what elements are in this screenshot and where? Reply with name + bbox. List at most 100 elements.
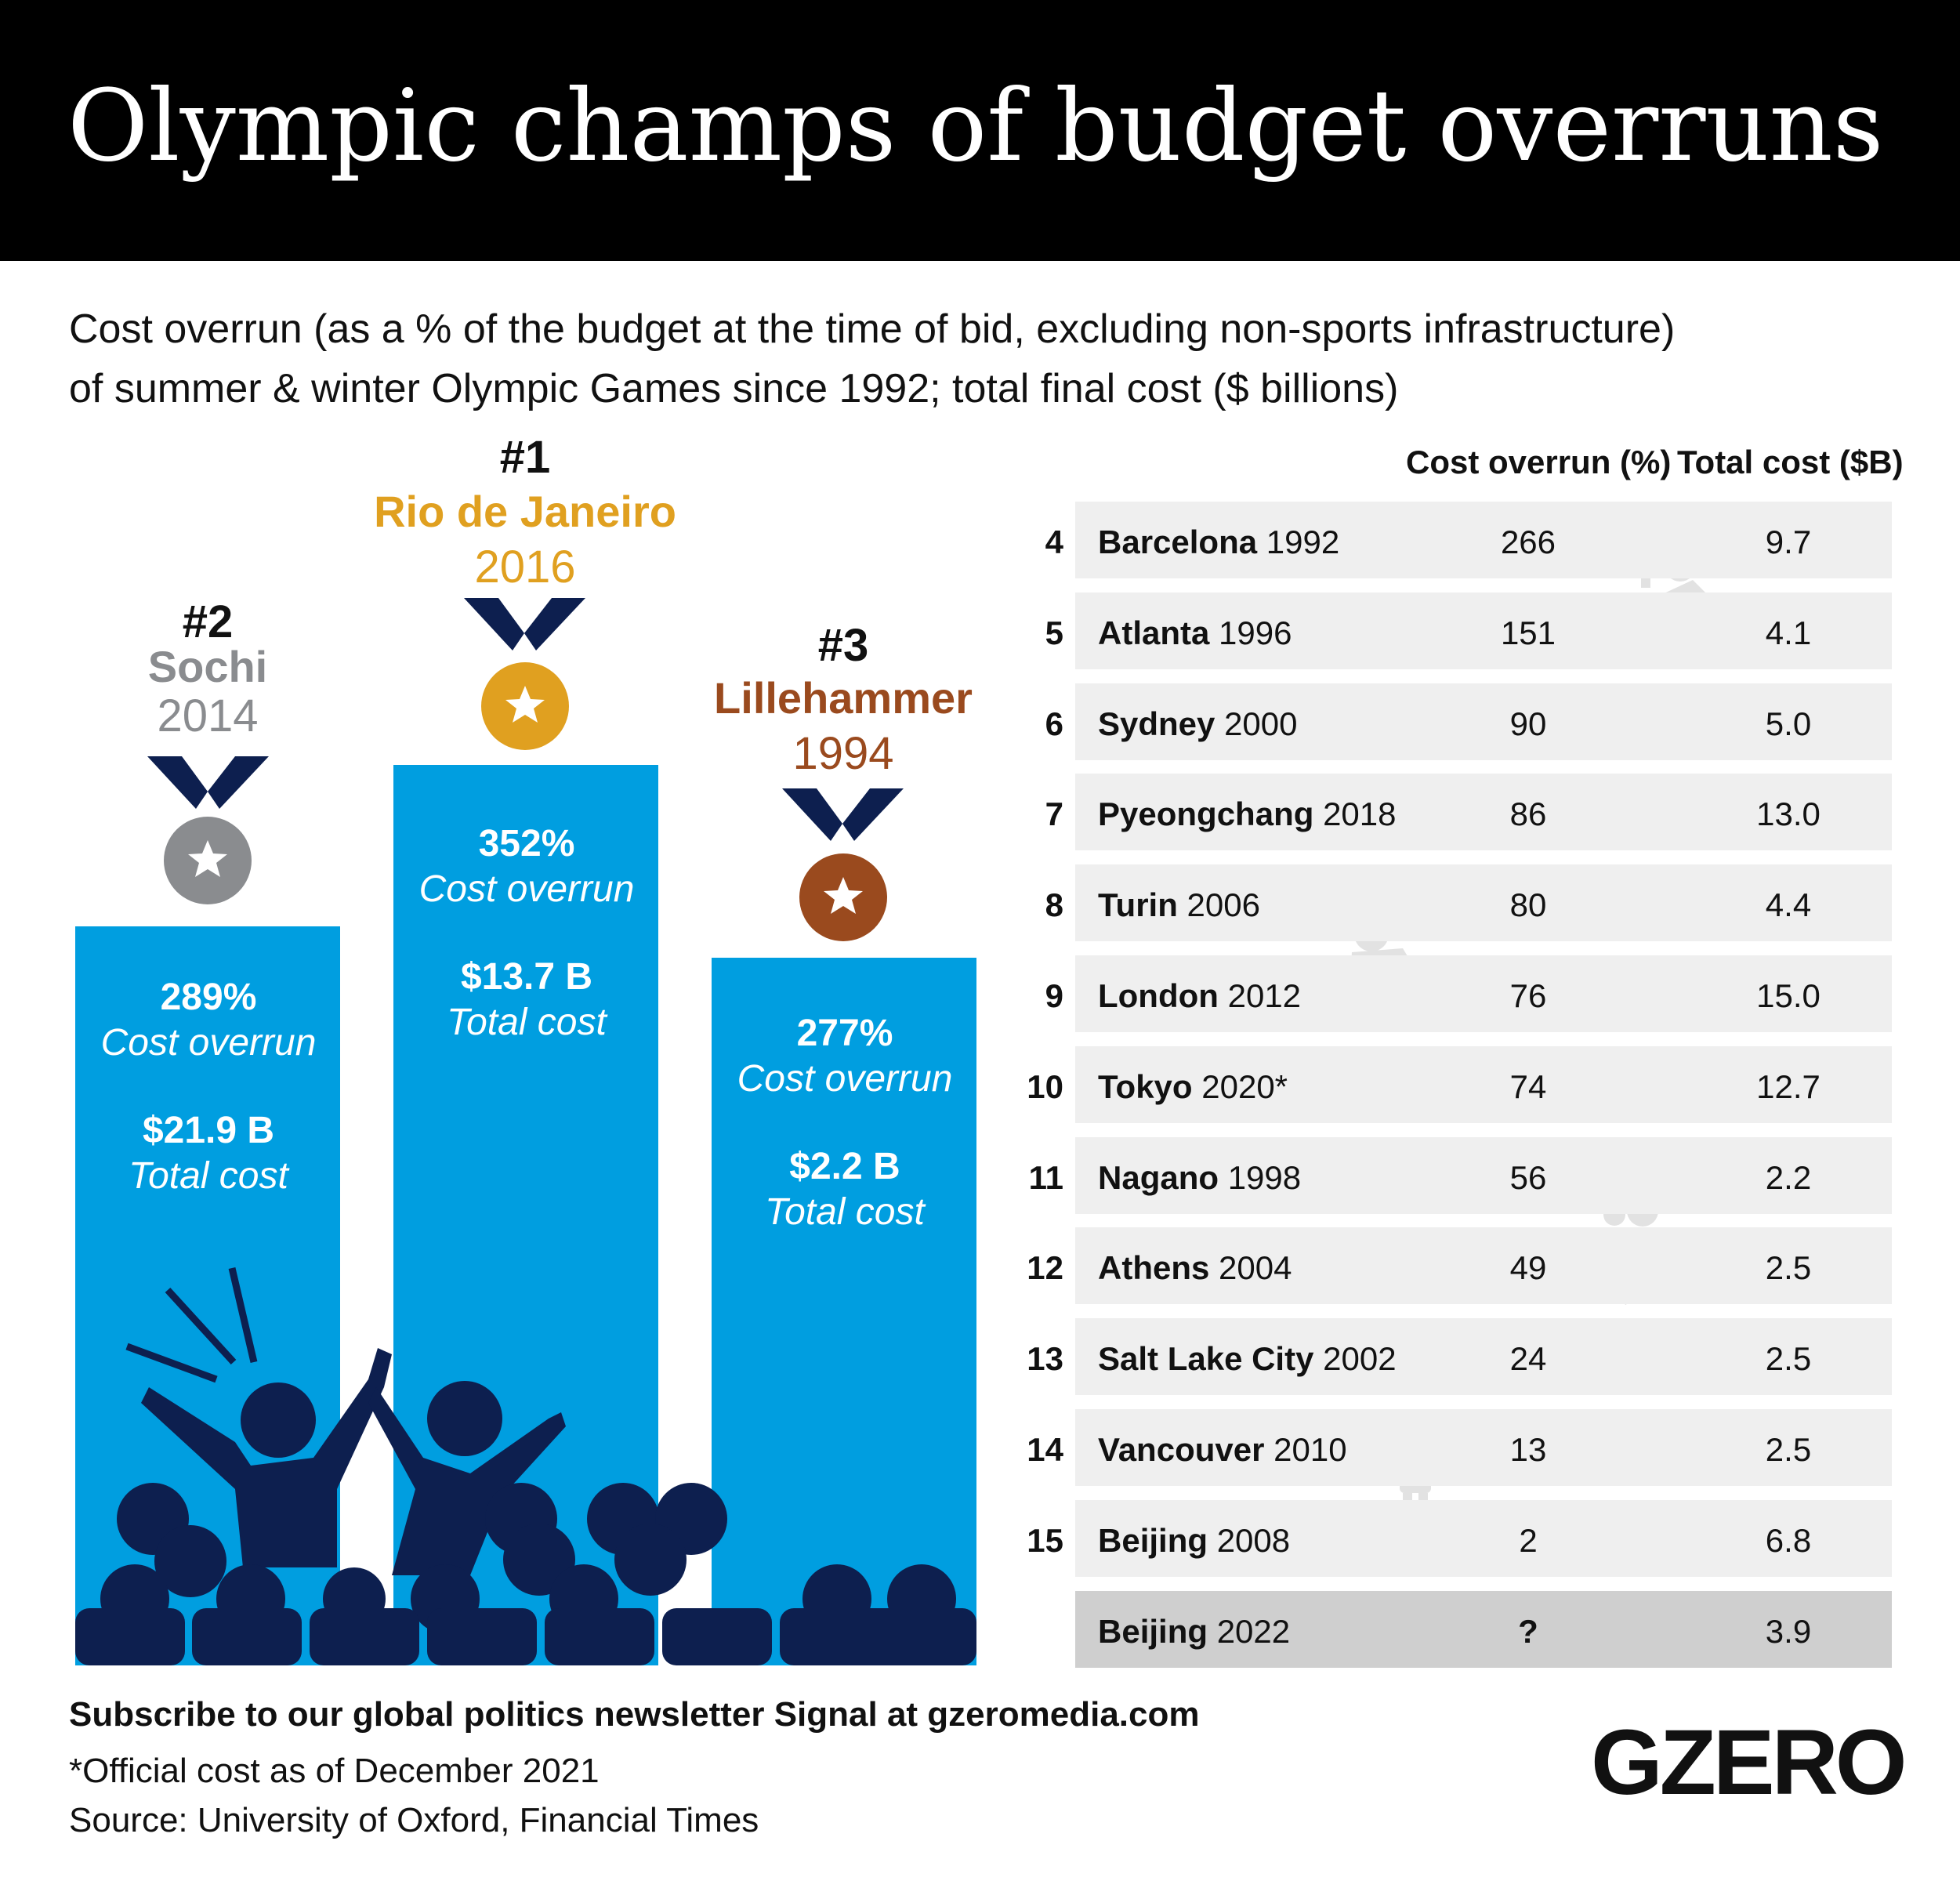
row-year: 2000 — [1224, 705, 1298, 742]
podium-city-rio: Rio de Janeiro — [374, 487, 676, 536]
podium-year-rio: 2016 — [474, 542, 576, 592]
podium-overrun-label-rio: Cost overrun — [418, 868, 635, 910]
podium-bar-text-lillehammer: 277% Cost overrun $2.2 B Total cost — [712, 1011, 978, 1235]
row-total-cost: 12.7 — [1756, 1068, 1821, 1105]
row-year: 2012 — [1227, 977, 1302, 1014]
row-games: Turin 2006 — [1098, 886, 1260, 924]
row-total-cost: 3.9 — [1765, 1613, 1812, 1650]
podium-rank-3: #3 — [817, 620, 869, 671]
row-overrun: 90 — [1509, 705, 1547, 742]
row-year: 2006 — [1187, 886, 1260, 923]
row-rank: 10 — [1027, 1068, 1063, 1105]
row-year: 2022 — [1216, 1613, 1291, 1650]
row-year: 1992 — [1266, 524, 1340, 560]
row-year: 1998 — [1227, 1159, 1302, 1196]
gzero-logo: GZERO — [1591, 1711, 1907, 1814]
row-total-cost: 2.5 — [1765, 1249, 1812, 1286]
row-games: Barcelona 1992 — [1098, 524, 1339, 561]
table-header-cost: Total cost ($B) — [1677, 444, 1904, 480]
row-rank: 9 — [1045, 977, 1063, 1014]
table-row — [1075, 955, 1892, 1032]
table-row — [1075, 1227, 1892, 1304]
podium-cost-label-rio: Total cost — [447, 1002, 607, 1043]
table-row — [1075, 1591, 1892, 1668]
podium-cost-label-lillehammer: Total cost — [765, 1191, 925, 1233]
row-overrun: 151 — [1500, 614, 1556, 651]
subtitle-line-2: of summer & winter Olympic Games since 1… — [69, 366, 1399, 411]
podium-city-lillehammer: Lillehammer — [714, 673, 973, 723]
row-overrun: 80 — [1509, 886, 1547, 923]
row-rank: 12 — [1027, 1249, 1063, 1286]
gold-medal-icon — [464, 598, 585, 750]
row-city: Salt Lake City — [1098, 1340, 1314, 1377]
podium-rank-1: #1 — [499, 432, 551, 483]
row-rank: 7 — [1045, 795, 1063, 832]
row-rank: 14 — [1027, 1431, 1063, 1468]
row-overrun: 74 — [1509, 1068, 1547, 1105]
row-overrun: 86 — [1509, 795, 1547, 832]
row-total-cost: 2.5 — [1765, 1340, 1812, 1377]
podium-cost-label-sochi: Total cost — [129, 1155, 288, 1197]
row-city: Barcelona — [1098, 524, 1258, 560]
row-city: Atlanta — [1098, 614, 1210, 651]
row-total-cost: 2.5 — [1765, 1431, 1812, 1468]
row-overrun: 266 — [1500, 524, 1556, 560]
row-total-cost: 4.4 — [1765, 886, 1812, 923]
podium-rank-2: #2 — [182, 596, 234, 647]
table-row — [1075, 502, 1892, 578]
row-city: Vancouver — [1098, 1431, 1265, 1468]
podium-city-sochi: Sochi — [147, 642, 268, 691]
podium-overrun-sochi: 289% — [160, 977, 257, 1018]
row-overrun: 76 — [1509, 977, 1547, 1014]
row-rank: 15 — [1027, 1522, 1063, 1559]
row-overrun: 24 — [1509, 1340, 1547, 1377]
row-year: 2008 — [1216, 1522, 1291, 1559]
footnote: *Official cost as of December 2021 — [69, 1752, 600, 1790]
row-year: 2018 — [1323, 795, 1397, 832]
podium-overrun-label-sochi: Cost overrun — [100, 1022, 317, 1064]
row-games: Atlanta 1996 — [1098, 614, 1292, 652]
row-total-cost: 9.7 — [1765, 524, 1812, 560]
row-overrun: 56 — [1509, 1159, 1547, 1196]
row-city: Beijing — [1098, 1613, 1208, 1650]
bronze-medal-icon — [782, 788, 904, 941]
row-city: Turin — [1098, 886, 1178, 923]
row-city: Sydney — [1098, 705, 1215, 742]
star-icon — [824, 877, 863, 914]
row-year: 2010 — [1273, 1431, 1347, 1468]
podium-cost-lillehammer: $2.2 B — [789, 1146, 900, 1187]
table-row — [1075, 592, 1892, 669]
row-total-cost: 5.0 — [1765, 705, 1812, 742]
row-city: Nagano — [1098, 1159, 1219, 1196]
row-rank: 6 — [1045, 705, 1063, 742]
row-city: Pyeongchang — [1098, 795, 1314, 832]
podium-overrun-label-lillehammer: Cost overrun — [737, 1058, 953, 1100]
row-overrun: 2 — [1519, 1522, 1538, 1559]
table-row — [1075, 1409, 1892, 1486]
row-overrun: 13 — [1509, 1431, 1547, 1468]
row-total-cost: 2.2 — [1765, 1159, 1812, 1196]
row-games: Sydney 2000 — [1098, 705, 1298, 743]
row-rank: 11 — [1028, 1159, 1063, 1196]
row-games: London 2012 — [1098, 977, 1301, 1015]
table-row — [1075, 864, 1892, 941]
row-overrun: ? — [1518, 1613, 1538, 1650]
row-rank: 8 — [1045, 886, 1063, 923]
podium-cost-rio: $13.7 B — [460, 956, 593, 998]
podium-overrun-lillehammer: 277% — [796, 1013, 893, 1054]
row-games: Salt Lake City 2002 — [1098, 1340, 1397, 1378]
table-row — [1075, 1500, 1892, 1577]
subtitle-line-1: Cost overrun (as a % of the budget at th… — [69, 306, 1676, 352]
podium-bar-bronze — [712, 958, 976, 1665]
row-games: Beijing 2022 — [1098, 1613, 1290, 1651]
row-games: Nagano 1998 — [1098, 1159, 1301, 1197]
star-icon — [505, 686, 545, 723]
table-row — [1075, 1046, 1892, 1123]
row-city: Tokyo — [1098, 1068, 1193, 1105]
page-title: Olympic champs of budget overruns — [67, 68, 1884, 183]
podium-overrun-rio: 352% — [478, 823, 575, 864]
podium-year-lillehammer: 1994 — [792, 728, 894, 779]
row-year: 2004 — [1219, 1249, 1292, 1286]
table-row — [1075, 1318, 1892, 1395]
